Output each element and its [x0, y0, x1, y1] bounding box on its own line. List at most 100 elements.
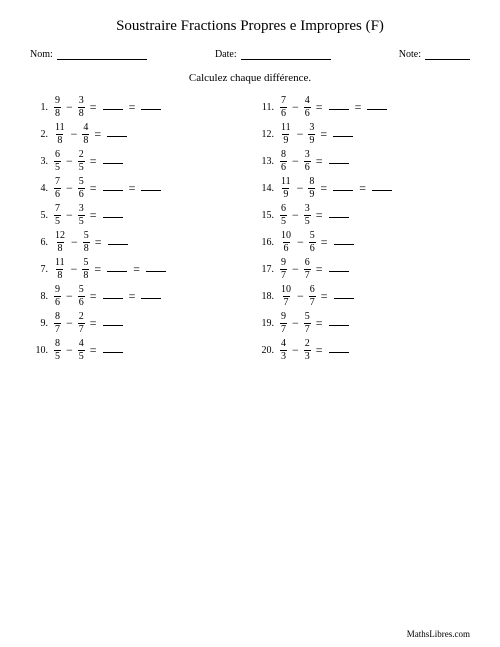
fraction: 118 [54, 258, 66, 281]
right-column: 11.76−46==12.119−39=13.86−36=14.119−89==… [256, 94, 470, 364]
fraction: 36 [304, 150, 311, 173]
fraction: 56 [78, 285, 85, 308]
problem-row: 1.98−38== [30, 94, 244, 121]
minus-sign: − [297, 289, 304, 304]
equals-sign: = [316, 100, 323, 115]
problem-number: 18. [256, 291, 278, 302]
equals-sign: = [320, 181, 327, 196]
answer-blank[interactable] [372, 182, 392, 191]
fraction-numerator: 4 [280, 339, 287, 350]
note-field: Note: [399, 49, 470, 60]
answer-blank[interactable] [141, 182, 161, 191]
fraction-denominator: 7 [309, 296, 316, 308]
minus-sign: − [66, 100, 73, 115]
answer-blank[interactable] [107, 263, 127, 272]
minus-sign: − [292, 100, 299, 115]
header-row: Nom: Date: Note: [30, 49, 470, 60]
worksheet-page: Soustraire Fractions Propres e Impropres… [0, 0, 500, 647]
fraction-denominator: 8 [56, 269, 63, 281]
answer-blank[interactable] [141, 290, 161, 299]
answer-blank[interactable] [146, 263, 166, 272]
problem-number: 8. [30, 291, 52, 302]
minus-sign: − [71, 235, 78, 250]
answer-blank[interactable] [334, 236, 354, 245]
fraction-denominator: 5 [54, 215, 61, 227]
equals-sign: = [129, 181, 136, 196]
problem-number: 10. [30, 345, 52, 356]
answer-blank[interactable] [329, 263, 349, 272]
equals-sign: = [90, 343, 97, 358]
minus-sign: − [66, 316, 73, 331]
problem-row: 8.96−56== [30, 283, 244, 310]
answer-blank[interactable] [334, 290, 354, 299]
fraction-denominator: 7 [283, 296, 290, 308]
answer-blank[interactable] [329, 155, 349, 164]
answer-blank[interactable] [103, 344, 123, 353]
answer-blank[interactable] [333, 128, 353, 137]
fraction: 39 [308, 123, 315, 146]
fraction-numerator: 7 [54, 177, 61, 188]
fraction: 57 [304, 312, 311, 335]
problem-row: 6.128−58= [30, 229, 244, 256]
fraction: 45 [78, 339, 85, 362]
answer-blank[interactable] [103, 101, 123, 110]
equals-sign: = [90, 208, 97, 223]
name-blank[interactable] [57, 49, 147, 60]
answer-blank[interactable] [103, 182, 123, 191]
name-field: Nom: [30, 49, 147, 60]
answer-blank[interactable] [329, 101, 349, 110]
equals-sign: = [90, 289, 97, 304]
note-blank[interactable] [425, 49, 470, 60]
fraction-denominator: 6 [309, 242, 316, 254]
fraction-numerator: 12 [54, 231, 66, 242]
fraction-numerator: 5 [309, 231, 316, 242]
fraction-numerator: 5 [78, 285, 85, 296]
fraction-numerator: 10 [280, 285, 292, 296]
fraction-denominator: 5 [78, 215, 85, 227]
answer-blank[interactable] [107, 128, 127, 137]
answer-blank[interactable] [103, 290, 123, 299]
problem-number: 11. [256, 102, 278, 113]
fraction-denominator: 6 [78, 296, 85, 308]
fraction-numerator: 9 [54, 285, 61, 296]
problem-row: 4.76−56== [30, 175, 244, 202]
fraction-denominator: 6 [54, 188, 61, 200]
fraction-numerator: 8 [54, 312, 61, 323]
fraction-numerator: 6 [309, 285, 316, 296]
problem-number: 19. [256, 318, 278, 329]
equals-sign: = [321, 235, 328, 250]
equals-sign: = [133, 262, 140, 277]
fraction: 76 [54, 177, 61, 200]
problem-number: 4. [30, 183, 52, 194]
date-blank[interactable] [241, 49, 331, 60]
left-column: 1.98−38==2.118−48=3.65−25=4.76−56==5.75−… [30, 94, 244, 364]
answer-blank[interactable] [103, 209, 123, 218]
date-label: Date: [215, 49, 237, 60]
minus-sign: − [297, 181, 304, 196]
fraction: 27 [78, 312, 85, 335]
minus-sign: − [292, 316, 299, 331]
answer-blank[interactable] [103, 317, 123, 326]
equals-sign: = [90, 154, 97, 169]
fraction: 46 [304, 96, 311, 119]
problem-row: 14.119−89== [256, 175, 470, 202]
minus-sign: − [66, 343, 73, 358]
answer-blank[interactable] [329, 317, 349, 326]
answer-blank[interactable] [367, 101, 387, 110]
fraction: 65 [54, 150, 61, 173]
answer-blank[interactable] [103, 155, 123, 164]
fraction-numerator: 5 [83, 231, 90, 242]
problem-number: 2. [30, 129, 52, 140]
answer-blank[interactable] [329, 209, 349, 218]
fraction: 25 [78, 150, 85, 173]
fraction-denominator: 8 [82, 134, 89, 146]
fraction-numerator: 10 [280, 231, 292, 242]
problem-number: 5. [30, 210, 52, 221]
date-field: Date: [215, 49, 331, 60]
answer-blank[interactable] [108, 236, 128, 245]
fraction-numerator: 2 [304, 339, 311, 350]
answer-blank[interactable] [329, 344, 349, 353]
answer-blank[interactable] [333, 182, 353, 191]
problem-row: 15.65−35= [256, 202, 470, 229]
answer-blank[interactable] [141, 101, 161, 110]
